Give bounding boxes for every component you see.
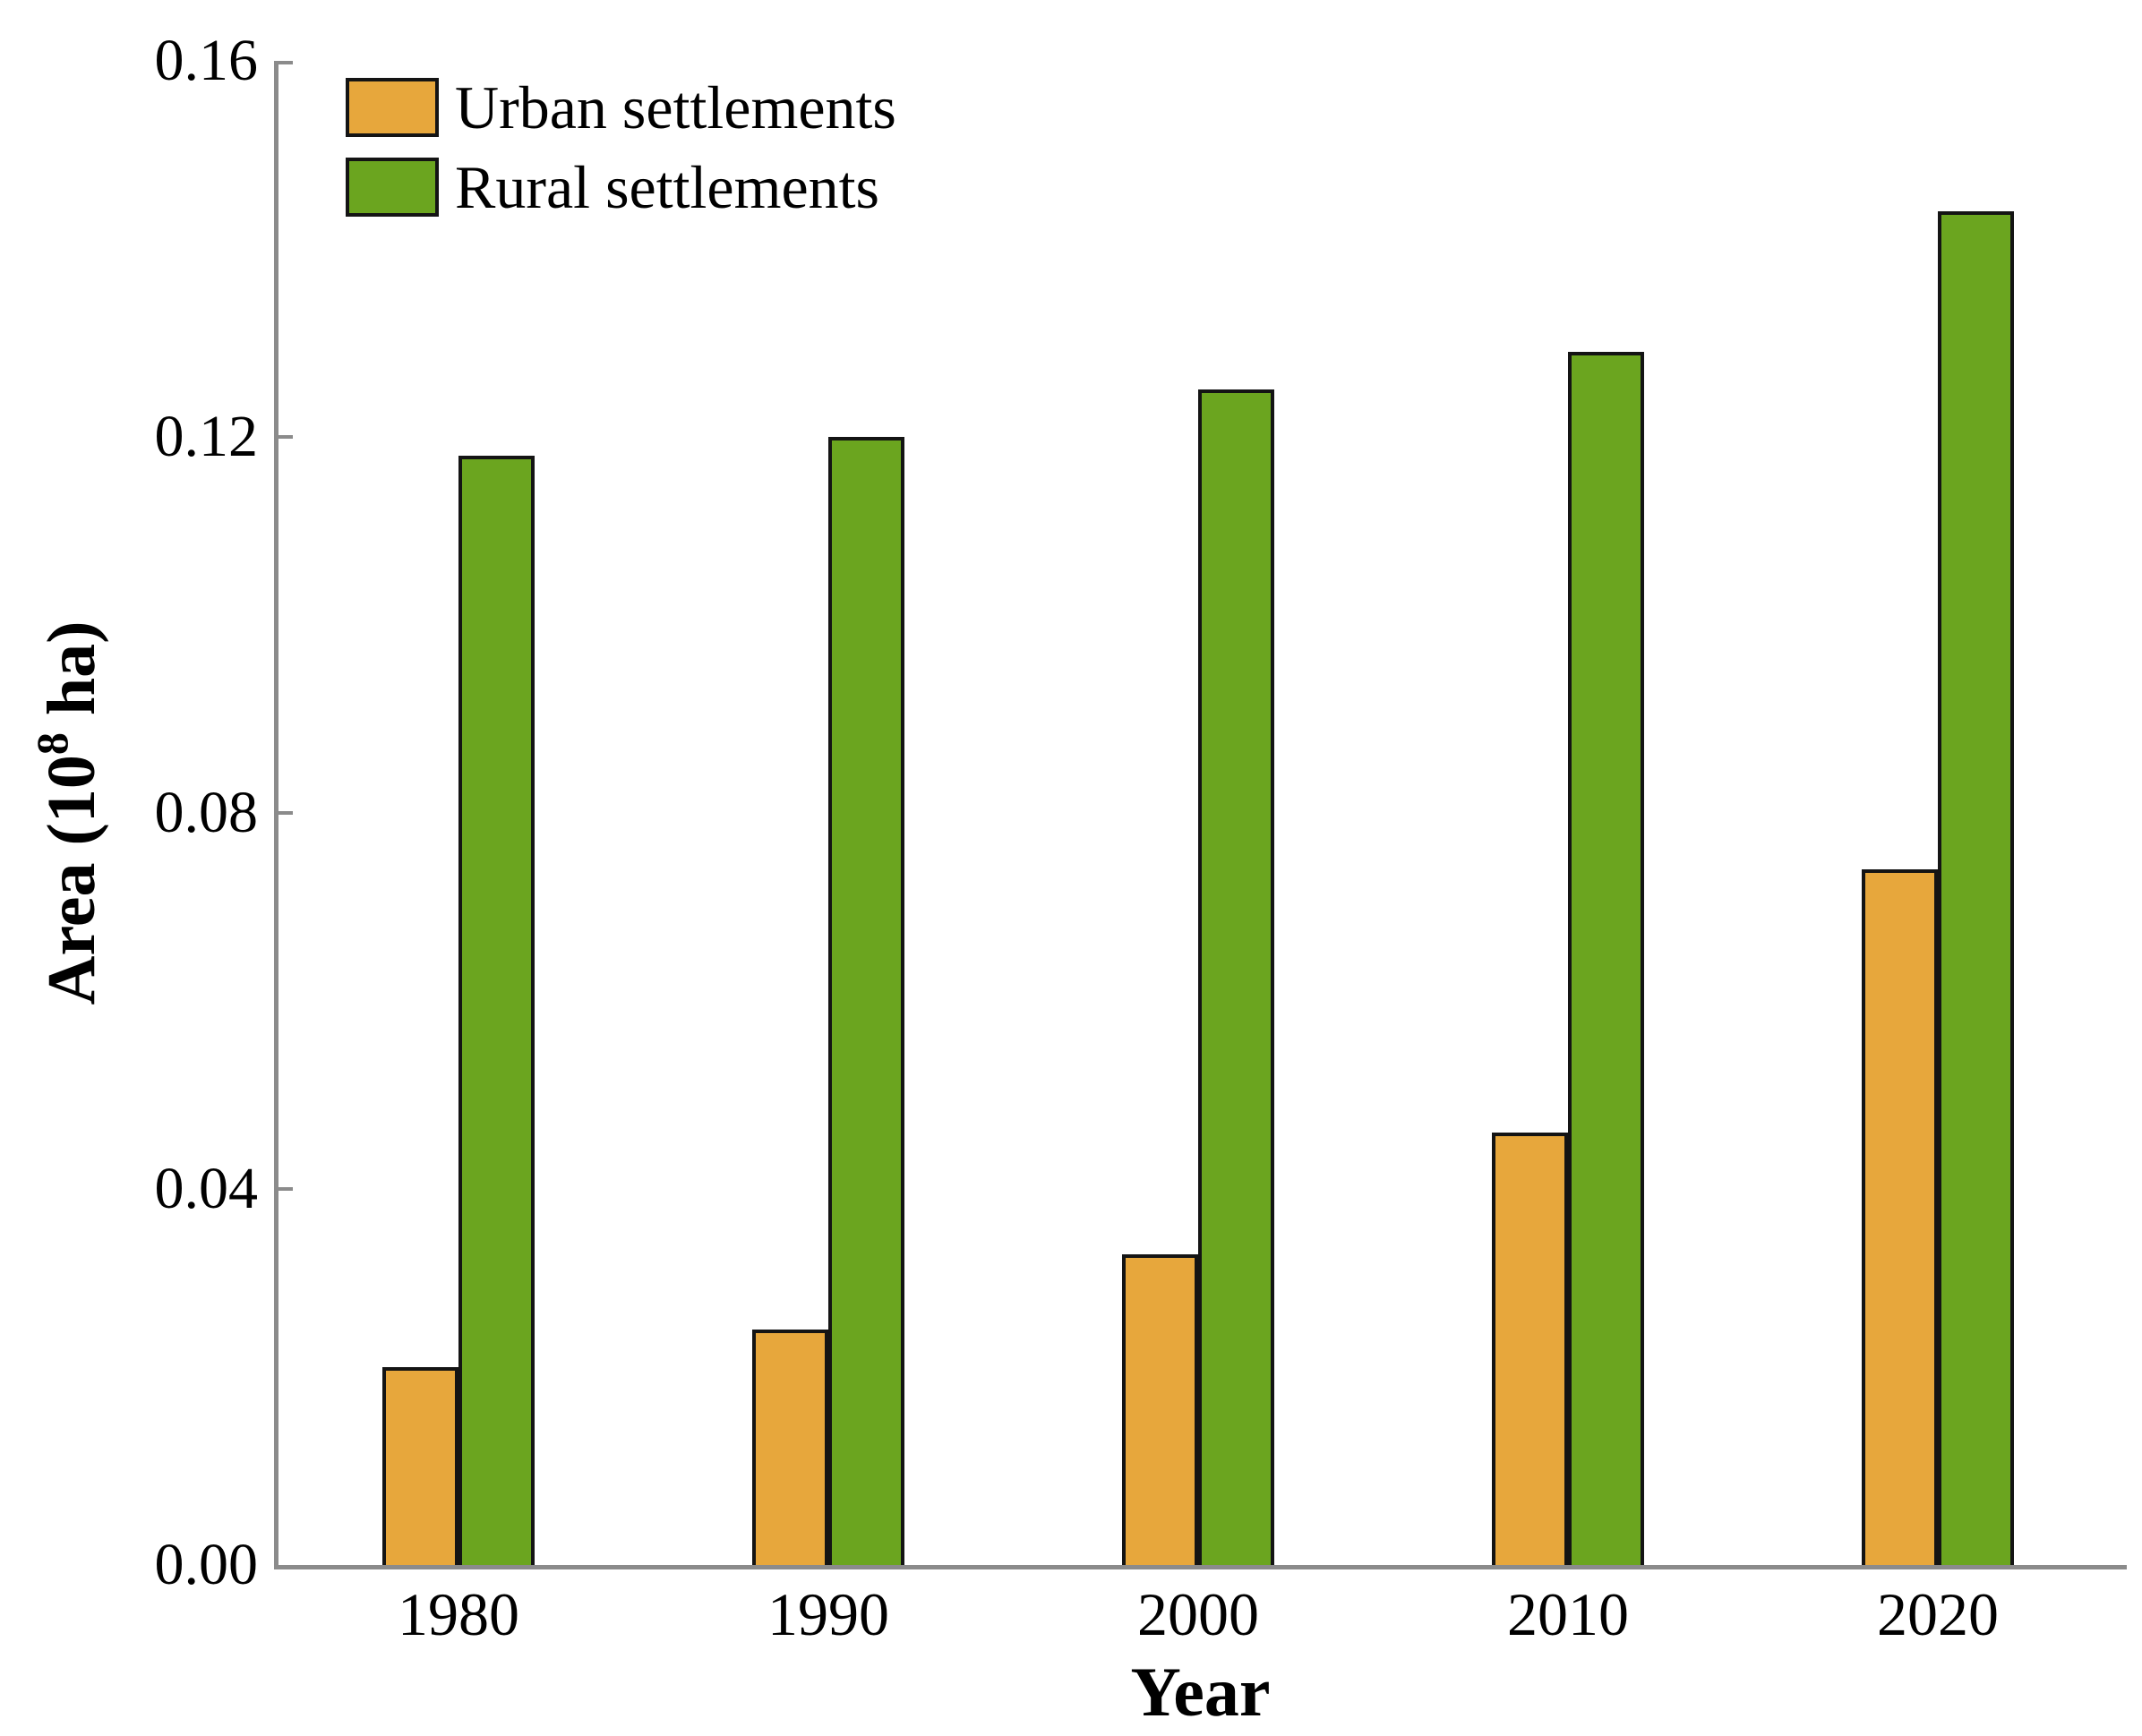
plot-area xyxy=(274,61,2127,1569)
legend: Urban settlements Rural settlements xyxy=(346,76,896,235)
x-tick-label-1990: 1990 xyxy=(767,1580,889,1648)
bar-rural-2010 xyxy=(1568,352,1644,1565)
bar-urban-1980 xyxy=(382,1367,458,1565)
x-axis-title: Year xyxy=(1130,1653,1271,1731)
legend-label: Urban settlements xyxy=(455,73,896,141)
bar-urban-1990 xyxy=(752,1330,828,1565)
x-tick-label-2020: 2020 xyxy=(1877,1580,1999,1648)
y-axis-title-suffix: ha) xyxy=(34,620,109,733)
bar-rural-1990 xyxy=(828,437,904,1565)
bar-urban-2010 xyxy=(1492,1133,1568,1565)
y-axis-title-superscript: 8 xyxy=(27,732,77,756)
y-tick-label-0.08: 0.08 xyxy=(154,780,259,845)
y-tick-label-0.12: 0.12 xyxy=(154,404,259,469)
legend-row-urban: Urban settlements xyxy=(346,76,896,139)
legend-label: Rural settlements xyxy=(455,153,880,221)
legend-row-rural: Rural settlements xyxy=(346,156,896,218)
legend-swatch-urban xyxy=(346,78,439,137)
y-tick-label-0.04: 0.04 xyxy=(154,1156,259,1221)
bar-urban-2020 xyxy=(1862,869,1938,1565)
x-tick-label-2010: 2010 xyxy=(1507,1580,1629,1648)
bar-rural-2000 xyxy=(1198,389,1274,1565)
bar-urban-2000 xyxy=(1122,1254,1198,1565)
y-tick-mark xyxy=(278,811,293,815)
x-tick-label-2000: 2000 xyxy=(1137,1580,1259,1648)
bar-rural-1980 xyxy=(458,456,535,1565)
y-tick-label-0.00: 0.00 xyxy=(154,1532,259,1597)
y-tick-mark xyxy=(278,435,293,439)
legend-swatch-rural xyxy=(346,158,439,217)
x-tick-label-1980: 1980 xyxy=(398,1580,519,1648)
y-tick-mark xyxy=(278,1187,293,1191)
y-tick-label-0.16: 0.16 xyxy=(154,28,259,93)
bar-rural-2020 xyxy=(1938,211,2014,1565)
y-tick-mark xyxy=(278,61,293,64)
